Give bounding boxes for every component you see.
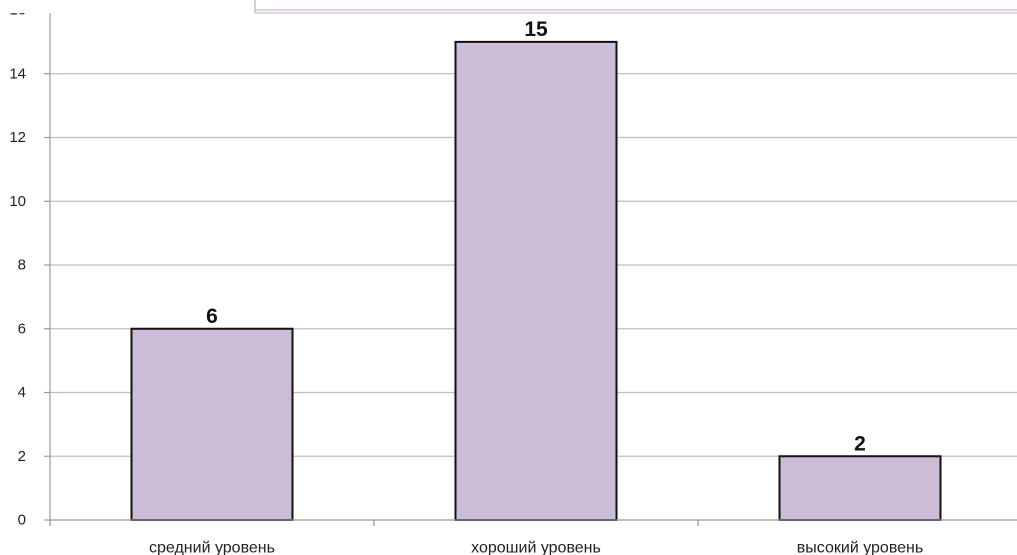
data-label: 15 [524, 18, 548, 41]
data-label: 2 [854, 432, 866, 455]
y-tick-label: 8 [18, 257, 26, 274]
bar-1 [130, 327, 294, 521]
data-labels: 6 15 2 [206, 18, 866, 455]
x-tick-label: высокий уровень [797, 540, 923, 555]
y-tick-label: 0 [18, 512, 26, 529]
bars [130, 40, 942, 521]
overlapping-panel [0, 0, 1017, 14]
bar-3 [778, 455, 942, 521]
y-tick-label: 6 [18, 320, 26, 337]
y-tick-label: 10 [9, 193, 26, 210]
y-axis-tick-labels: 0246810121416 [9, 2, 26, 529]
y-tick-label: 14 [9, 65, 26, 82]
x-axis-tick-labels: средний уровень хороший уровень высокий ур… [149, 540, 923, 555]
y-tick-label: 4 [18, 384, 26, 401]
axes [44, 9, 1017, 526]
x-tick-label: средний уровень [149, 540, 275, 555]
y-tick-label: 12 [9, 129, 26, 146]
bar-2 [454, 40, 618, 521]
x-tick-label: хороший уровень [471, 540, 601, 555]
y-tick-label: 2 [18, 448, 26, 465]
data-label: 6 [206, 305, 218, 328]
